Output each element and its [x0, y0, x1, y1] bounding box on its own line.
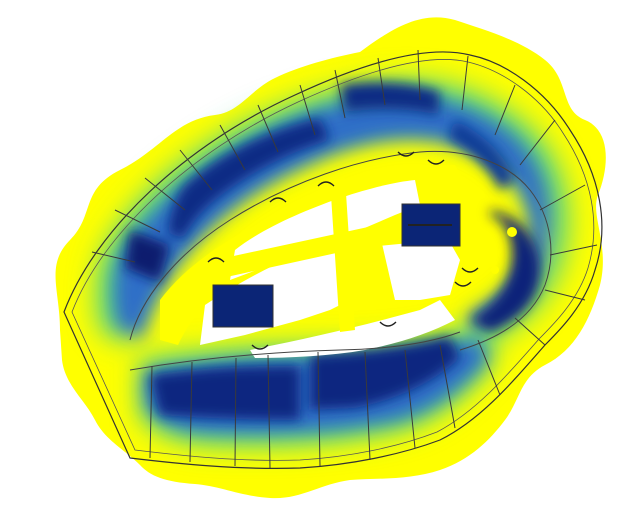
hotspot-1 — [487, 257, 497, 267]
interior-yellow-cross — [215, 178, 482, 332]
building-inner-wall-lower — [129, 331, 461, 371]
heat-band-core — [125, 82, 540, 420]
building-outer-wall — [63, 51, 603, 469]
hotspot-2 — [507, 227, 517, 237]
central-room-left — [212, 284, 274, 328]
building-outer-wall-inner — [71, 59, 595, 461]
building-inner-wall — [129, 150, 552, 351]
partition-walls — [91, 49, 598, 469]
interior-yellow-band — [160, 165, 470, 345]
door-fixtures — [207, 151, 479, 350]
hotspot-3 — [491, 266, 499, 274]
